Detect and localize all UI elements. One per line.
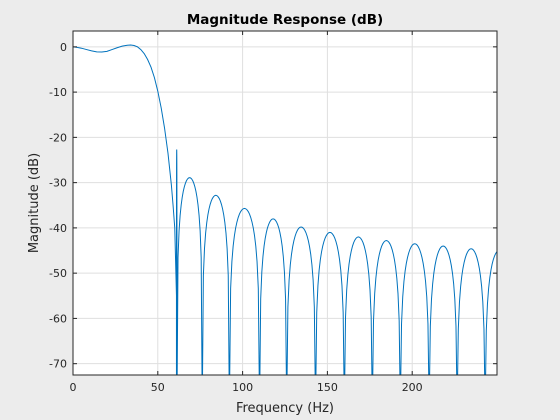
y-tick-label: -30: [49, 177, 67, 190]
axes-border: [72, 30, 498, 376]
y-tick-label: -10: [49, 86, 67, 99]
chart-title: Magnitude Response (dB): [187, 12, 383, 28]
y-tick-label: -20: [49, 131, 67, 144]
y-axis-label: Magnitude (dB): [27, 153, 42, 253]
magnitude-line: [73, 44, 497, 375]
x-tick-label: 150: [317, 381, 338, 394]
axes-background: [73, 31, 497, 375]
ticks: 0 50 100 150 200 0 -10 -20 -30 -40 -50 -60 -70: [49, 31, 497, 394]
x-tick-label: 200: [402, 381, 423, 394]
y-tick-label: -50: [49, 267, 67, 280]
x-tick-label: 100: [232, 381, 253, 394]
plot-area: [73, 44, 497, 375]
y-tick-label: -40: [49, 222, 67, 235]
y-tick-label: -70: [49, 358, 67, 371]
x-tick-label: 50: [151, 381, 165, 394]
grid-lines: [73, 31, 497, 375]
x-axis-label: Frequency (Hz): [236, 401, 334, 416]
y-tick-label: 0: [60, 41, 67, 54]
y-tick-label: -60: [49, 312, 67, 325]
x-tick-label: 0: [70, 381, 77, 394]
